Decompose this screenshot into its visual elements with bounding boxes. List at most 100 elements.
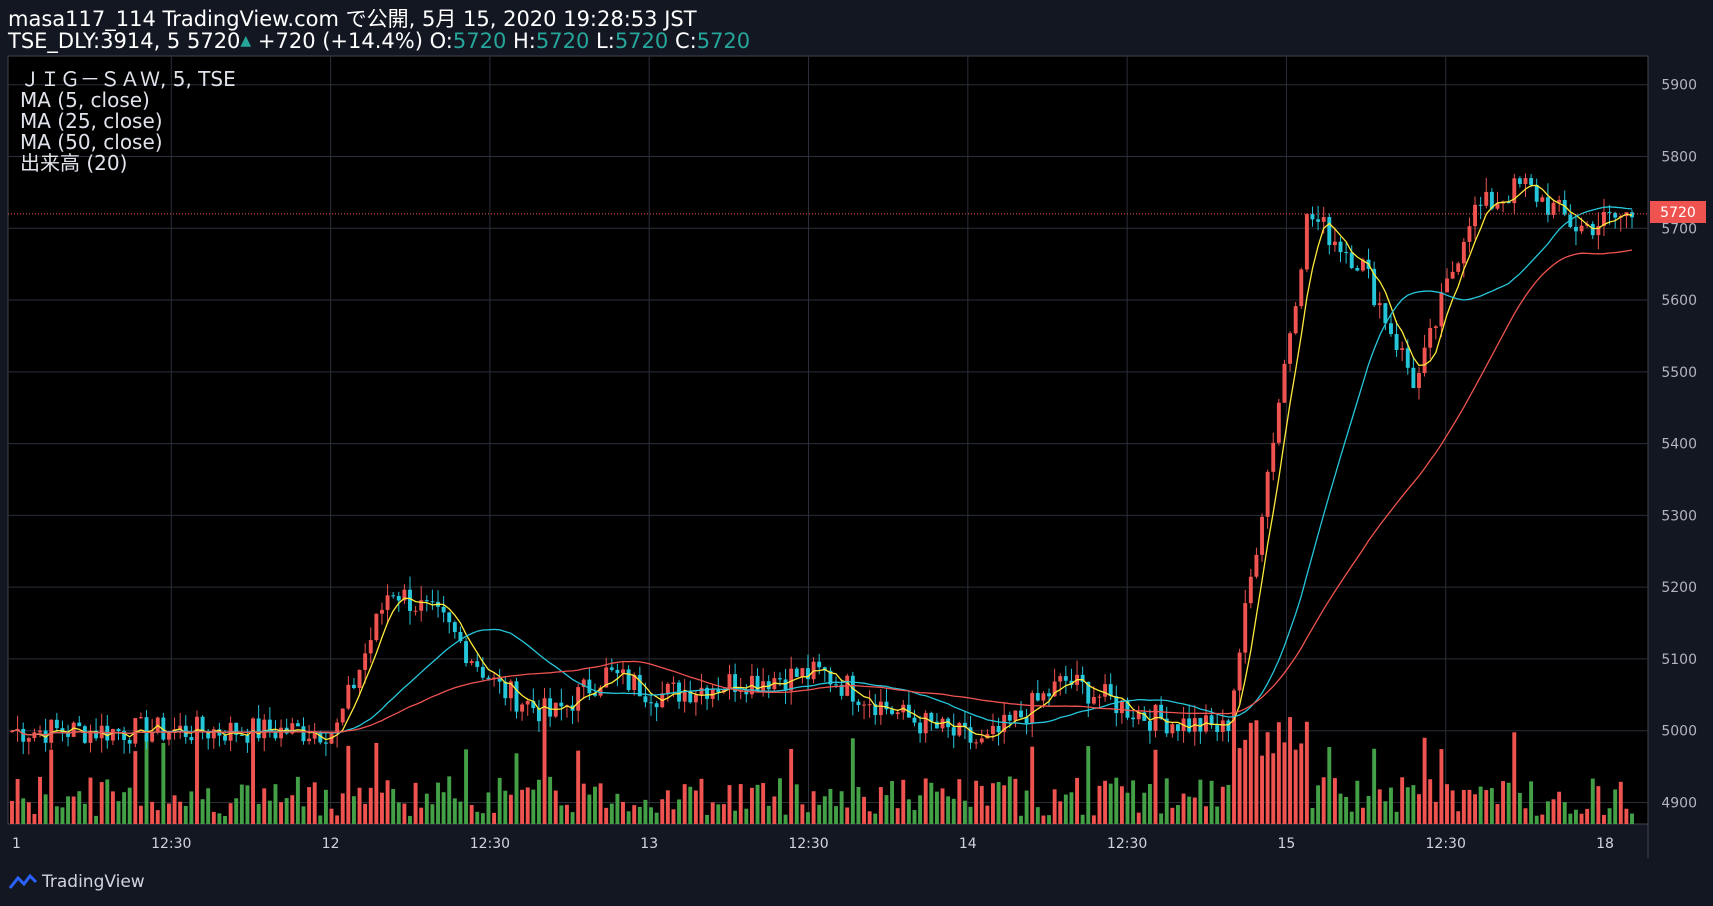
candle-body bbox=[206, 732, 211, 739]
candle-body bbox=[525, 700, 530, 705]
candle-body bbox=[127, 739, 132, 744]
legend-volume[interactable]: 出来高 (20) bbox=[20, 151, 128, 175]
high-value: 5720 bbox=[535, 29, 590, 53]
candle-body bbox=[1293, 306, 1298, 334]
candle-body bbox=[447, 612, 452, 623]
price-tick-label: 5500 bbox=[1661, 365, 1697, 381]
volume-bar bbox=[593, 786, 597, 824]
candle-body bbox=[1265, 471, 1270, 517]
volume-bar bbox=[256, 803, 261, 824]
volume-bar bbox=[1568, 813, 1573, 824]
volume-bar bbox=[1602, 814, 1606, 824]
volume-bar bbox=[312, 782, 317, 824]
candle-body bbox=[1304, 214, 1309, 270]
volume-bar bbox=[155, 810, 160, 824]
candle-body bbox=[419, 600, 424, 611]
volume-bar bbox=[1209, 780, 1214, 824]
volume-bar bbox=[1035, 807, 1040, 824]
candle-body bbox=[1327, 217, 1332, 246]
candle-body bbox=[890, 709, 895, 715]
candle-body bbox=[1125, 700, 1130, 718]
candle-body bbox=[693, 694, 698, 703]
candle-body bbox=[1248, 576, 1253, 604]
candle-body bbox=[1484, 191, 1489, 206]
volume-bar bbox=[1237, 748, 1242, 824]
volume-bar bbox=[508, 794, 513, 824]
volume-bar bbox=[1596, 786, 1601, 824]
volume-bar bbox=[811, 791, 816, 824]
tradingview-logo[interactable]: TradingView bbox=[8, 872, 145, 892]
time-tick-label: 12:30 bbox=[470, 836, 510, 852]
volume-bar bbox=[469, 804, 474, 824]
volume-bar bbox=[1159, 813, 1164, 824]
candle-body bbox=[587, 679, 592, 694]
volume-bar bbox=[705, 815, 710, 824]
candle-body bbox=[1276, 402, 1281, 443]
volume-bar bbox=[1400, 777, 1405, 824]
candle-body bbox=[133, 718, 138, 744]
candle-body bbox=[968, 727, 973, 743]
volume-bar bbox=[1002, 785, 1007, 824]
candle-body bbox=[464, 641, 469, 664]
candle-body bbox=[766, 681, 771, 690]
volume-bar bbox=[441, 792, 446, 824]
volume-bar bbox=[200, 799, 205, 824]
candle-body bbox=[239, 734, 244, 736]
candle-body bbox=[934, 721, 939, 729]
candle-body bbox=[1052, 681, 1057, 697]
volume-bar bbox=[632, 805, 637, 824]
volume-bar bbox=[822, 796, 827, 824]
candle-body bbox=[178, 725, 183, 730]
candle-body bbox=[335, 722, 340, 734]
candle-body bbox=[1035, 693, 1040, 701]
plot-area[interactable] bbox=[7, 55, 1649, 825]
candle-body bbox=[806, 668, 810, 680]
candle-body bbox=[1316, 219, 1321, 222]
volume-bar bbox=[464, 749, 469, 824]
legend-ma25[interactable]: MA (25, close) bbox=[20, 109, 163, 133]
candle-body bbox=[671, 682, 676, 684]
open-label: O: bbox=[429, 29, 453, 53]
volume-bar bbox=[621, 801, 625, 824]
volume-bar bbox=[32, 813, 37, 824]
legend-ma5[interactable]: MA (5, close) bbox=[20, 88, 150, 112]
time-tick-label: 1 bbox=[12, 836, 21, 852]
price-axis: 4900 5000 5100 5200 5300 5400 5500 5600 5700 5800… bbox=[1661, 78, 1697, 812]
candle-body bbox=[1461, 241, 1466, 264]
volume-bar bbox=[598, 783, 603, 824]
volume-bar bbox=[536, 779, 541, 824]
volume-bar bbox=[26, 802, 31, 824]
symbol-label: TSE_DLY:3914, 5 bbox=[8, 29, 181, 53]
candle-body bbox=[598, 687, 603, 696]
volume-bar bbox=[1164, 778, 1169, 824]
candle-body bbox=[54, 719, 59, 729]
volume-bar bbox=[374, 742, 379, 824]
volume-bar bbox=[273, 784, 278, 824]
candle-body bbox=[878, 701, 883, 716]
ohlc-line: TSE_DLY:3914, 5 5720▲ +720 (+14.4%) O:57… bbox=[8, 30, 750, 52]
volume-bar bbox=[391, 789, 396, 824]
candle-body bbox=[1215, 725, 1220, 732]
volume-bar bbox=[1131, 780, 1136, 824]
volume-bar bbox=[1080, 814, 1085, 824]
candle-body bbox=[593, 693, 597, 696]
volume-bar bbox=[1484, 790, 1489, 824]
price-tick-label: 5800 bbox=[1661, 149, 1697, 165]
volume-bar bbox=[654, 812, 659, 824]
legend-ma50[interactable]: MA (50, close) bbox=[20, 130, 163, 154]
candle-body bbox=[38, 730, 42, 733]
volume-bar bbox=[239, 784, 244, 824]
volume-bar bbox=[553, 790, 558, 824]
volume-bar bbox=[1142, 792, 1147, 824]
volume-bar bbox=[228, 803, 233, 824]
candle-body bbox=[351, 684, 356, 689]
candle-body bbox=[962, 722, 967, 728]
time-tick-label: 12:30 bbox=[788, 836, 828, 852]
volume-bar bbox=[1495, 803, 1500, 824]
volume-bar bbox=[1024, 790, 1029, 824]
candle-body bbox=[1422, 347, 1427, 373]
volume-bar bbox=[890, 781, 895, 824]
volume-bar bbox=[991, 783, 995, 824]
volume-bar bbox=[1091, 815, 1096, 824]
